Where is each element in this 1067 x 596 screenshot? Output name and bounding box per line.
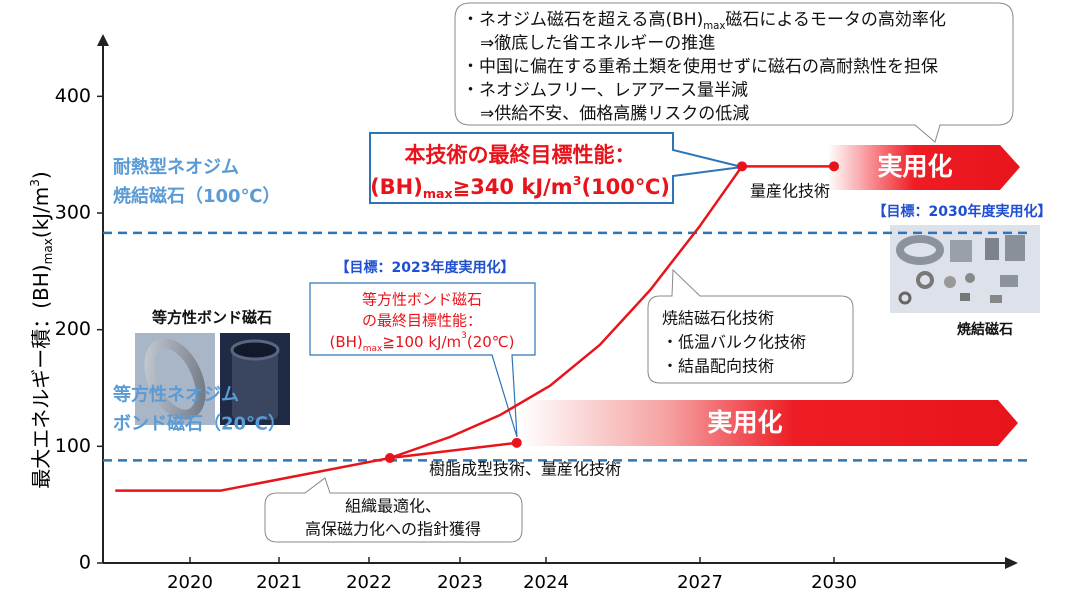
text-segment: 3 <box>28 179 42 187</box>
text-segment: (100℃) <box>581 175 669 199</box>
text-segment: (BH) <box>329 333 362 351</box>
reference-label: 焼結磁石（100℃） <box>113 185 280 207</box>
text-segment: max <box>41 238 55 264</box>
x-tick-label: 2024 <box>523 572 569 593</box>
text-segment: ) <box>29 171 53 179</box>
text-segment: max <box>363 344 383 354</box>
callout-box <box>264 477 523 543</box>
annotation: ⇒供給不安、価格高騰リスクの低減 <box>480 104 749 124</box>
text-segment: 3 <box>461 331 467 341</box>
x-tick-label: 2020 <box>167 572 213 593</box>
annotation: 組織最適化、 <box>345 497 441 516</box>
annotation: 等方性ボンド磁石 <box>362 291 482 309</box>
text-segment: 最大エネルギー積：(BH) <box>29 264 53 488</box>
annotation: の最終目標性能： <box>362 312 482 330</box>
arrow-band <box>828 145 1020 190</box>
text-segment: ≧340 kJ/m <box>453 175 573 199</box>
annotation: (BH)max≧100 kJ/m3(20℃) <box>329 331 514 354</box>
reference-label: 耐熱型ネオジム <box>113 156 239 178</box>
data-line <box>115 441 517 492</box>
annotation: 【目標：2030年度実用化】 <box>873 203 1052 220</box>
callout-box <box>647 268 854 384</box>
data-line <box>389 165 834 460</box>
annotation: 本技術の最終目標性能： <box>405 143 636 167</box>
annotation: ・結晶配向技術 <box>662 357 774 376</box>
x-tick-label: 2021 <box>256 572 302 593</box>
callout-box <box>369 132 743 204</box>
y-tick-label: 100 <box>55 435 91 457</box>
y-axis-arrow <box>97 34 109 46</box>
text-segment: (BH) <box>370 175 423 199</box>
annotation: 等方性ボンド磁石 <box>152 309 272 327</box>
y-tick-label: 200 <box>55 318 91 340</box>
text-segment: (20℃) <box>467 333 515 351</box>
annotation: ・ネオジム磁石を超える高(BH)max磁石によるモータの高効率化 <box>462 10 946 32</box>
text-segment: (kJ/m <box>29 187 53 239</box>
x-tick-label: 2027 <box>677 572 723 593</box>
callout-box <box>454 2 1014 143</box>
text-segment: ・ネオジム磁石を超える高(BH) <box>462 10 703 30</box>
annotation: 実用化 <box>707 408 782 437</box>
text-segment: 3 <box>573 173 582 188</box>
annotation: 量産化技術 <box>750 182 830 201</box>
x-tick-label: 2022 <box>346 572 392 593</box>
bond-photo <box>135 333 290 425</box>
annotation: (BH)max≧340 kJ/m3(100℃) <box>370 173 670 201</box>
y-axis-label: 最大エネルギー積：(BH)max(kJ/m3) <box>28 171 55 489</box>
annotation: 樹脂成型技術、量産化技術 <box>429 460 621 479</box>
x-tick-label: 2030 <box>811 572 857 593</box>
annotation: 【目標：2023年度実用化】 <box>336 259 515 276</box>
data-point <box>736 161 747 172</box>
y-tick-label: 0 <box>79 552 91 574</box>
annotation: 高保磁力化への指針獲得 <box>305 520 481 539</box>
text-segment: max <box>423 186 453 201</box>
annotation: ・低温バルク化技術 <box>662 333 806 352</box>
y-tick-label: 300 <box>55 202 91 224</box>
annotation: 焼結磁石 <box>957 321 1013 338</box>
arrow-band <box>520 400 1018 446</box>
data-point <box>511 437 522 448</box>
annotation: ⇒徹底した省エネルギーの推進 <box>480 34 715 54</box>
annotation: 実用化 <box>877 152 952 181</box>
annotation: ・中国に偏在する重希土類を使用せずに磁石の高耐熱性を担保 <box>462 56 938 77</box>
annotation: 焼結磁石化技術 <box>662 309 774 328</box>
text-segment: 磁石によるモータの高効率化 <box>725 10 946 30</box>
annotation: ・ネオジムフリー、レアアース量半減 <box>462 81 748 101</box>
callout-box <box>309 282 536 438</box>
reference-label: 等方性ネオジム <box>113 383 239 405</box>
text-segment: ≧100 kJ/m <box>382 333 461 351</box>
reference-label: ボンド磁石（20℃） <box>113 412 286 434</box>
x-axis-arrow <box>1005 557 1018 569</box>
y-tick-label: 400 <box>55 85 91 107</box>
sintered-photo <box>890 225 1040 313</box>
x-tick-label: 2023 <box>437 572 483 593</box>
data-point <box>829 161 839 172</box>
text-segment: max <box>703 21 725 32</box>
